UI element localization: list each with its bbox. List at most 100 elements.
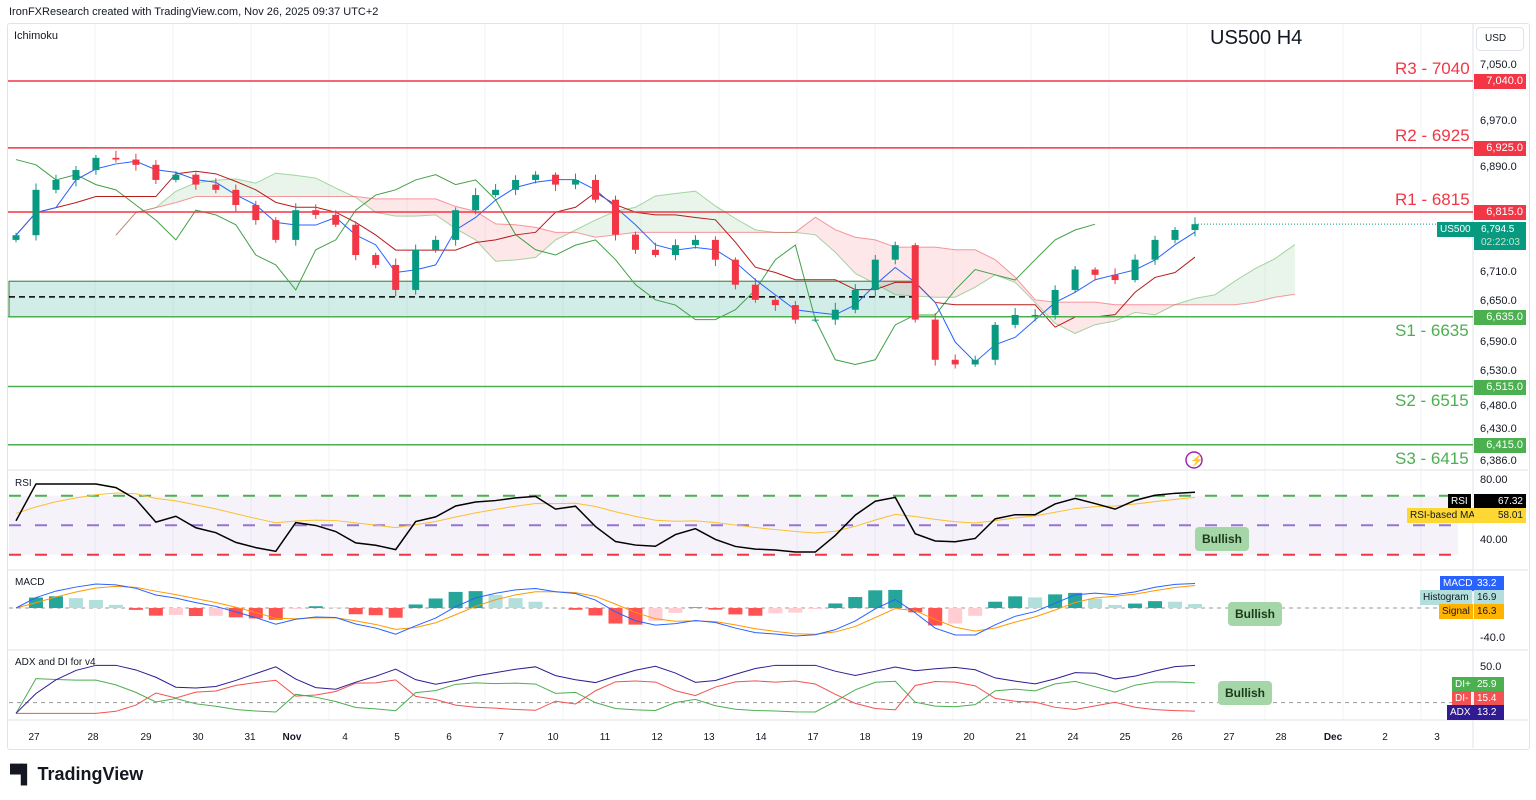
time-axis-tick: 27: [28, 732, 40, 743]
rsi-tag-value: 67.32: [1474, 494, 1526, 509]
ichimoku-cloud-segment: [915, 247, 936, 298]
ichimoku-cloud-segment: [315, 178, 336, 197]
macd-histogram-bar: [728, 608, 743, 615]
candle-body: [1051, 289, 1059, 315]
macd-histogram-bar: [1028, 597, 1043, 608]
candle-body: [891, 245, 899, 260]
candle-body: [312, 210, 320, 215]
macd-histogram-bar: [848, 597, 863, 608]
candle-body: [532, 174, 540, 180]
level-label: S1 - 6635: [1395, 320, 1469, 340]
macd-histogram-bar: [708, 608, 723, 610]
macd-histogram-bar: [1168, 601, 1183, 608]
macd-histogram-bar: [688, 607, 703, 608]
candle-body: [991, 324, 999, 360]
currency-button[interactable]: USD: [1476, 27, 1524, 51]
candle-body: [1151, 239, 1159, 260]
candle-body: [292, 210, 300, 240]
ichimoku-cloud-segment: [955, 249, 976, 298]
rsi-tag-label: RSI: [1448, 494, 1471, 509]
level-label: R3 - 7040: [1395, 59, 1470, 78]
adx-tag-value: 13.2: [1474, 705, 1504, 720]
macd-histogram-bar: [1188, 604, 1202, 608]
macd-histogram-bar: [148, 608, 163, 616]
time-axis-tick: 18: [859, 732, 871, 743]
adx-line: [15, 664, 1196, 714]
leading-span-a: [115, 172, 1296, 334]
candle-body: [552, 174, 560, 185]
di-plus-line: [15, 678, 1196, 714]
level-price-tag: 6,925.0: [1474, 140, 1526, 156]
candle-body: [492, 189, 500, 196]
ichimoku-cloud-segment: [535, 227, 556, 258]
macd-histogram-bar: [288, 608, 303, 609]
price-tick: 7,050.0: [1480, 59, 1517, 71]
ichimoku-cloud-segment: [595, 211, 616, 238]
time-axis-tick: 21: [1015, 732, 1027, 743]
macd-histogram-bar: [108, 604, 123, 608]
rsi-line: [15, 483, 1196, 553]
candle-body: [392, 264, 400, 290]
macd-histogram-bar: [1148, 601, 1163, 608]
candle-body: [771, 299, 779, 306]
candle-body: [592, 179, 600, 200]
candle-body: [711, 239, 719, 260]
ichimoku-cloud-segment: [255, 173, 276, 197]
macd-histogram-bar: [268, 608, 283, 620]
candle-body: [32, 189, 40, 236]
level-price-tag: 6,515.0: [1474, 379, 1526, 395]
level-label: R1 - 6815: [1395, 189, 1470, 209]
macd-histogram-bar: [408, 604, 423, 608]
bar-countdown: 02:22:03: [1481, 237, 1520, 249]
macd-histogram-bar: [308, 606, 323, 608]
ichimoku-cloud-segment: [435, 198, 456, 229]
candle-body: [172, 174, 180, 180]
time-axis-tick: 19: [911, 732, 923, 743]
macd-histogram-bar: [528, 601, 543, 608]
rsi-label[interactable]: RSI: [15, 478, 32, 489]
macd-label[interactable]: MACD: [15, 577, 45, 588]
adx-tick: 50.0: [1480, 661, 1502, 673]
time-axis-tick: 10: [547, 732, 559, 743]
macd-histogram-bar: [228, 608, 243, 618]
adx-bullish-callout: Bullish: [1218, 681, 1273, 705]
ichimoku-cloud-segment: [615, 207, 636, 235]
tradingview-logo[interactable]: ▀▌ TradingView: [10, 764, 143, 785]
time-axis-tick: 29: [140, 732, 152, 743]
macd-histogram-bar: [588, 608, 603, 616]
ichimoku-cloud-segment: [475, 211, 496, 262]
time-axis-tick: 4: [342, 732, 348, 743]
macd-histogram-bar: [948, 608, 963, 624]
macd-tag-value: 33.2: [1474, 576, 1504, 591]
tradingview-logo-icon: ▀▌: [10, 764, 33, 784]
candle-body: [112, 157, 120, 160]
level-label: S3 - 6415: [1395, 448, 1469, 468]
ichimoku-cloud-segment: [395, 198, 416, 217]
candle-body: [452, 210, 460, 240]
price-tick: 6,650.0: [1480, 294, 1517, 307]
ichimoku-cloud-segment: [635, 195, 656, 233]
candle-body: [651, 249, 659, 256]
ichimoku-label[interactable]: Ichimoku: [14, 30, 59, 42]
ichimoku-cloud-segment: [855, 237, 876, 284]
adx-label[interactable]: ADX and DI for v4: [15, 657, 96, 668]
time-axis-tick: 12: [651, 732, 663, 743]
macd-histogram-bar: [388, 608, 403, 618]
time-axis-tick: 13: [703, 732, 715, 743]
macd-histogram-bar: [88, 599, 103, 608]
macd-histogram-bar: [1088, 598, 1103, 608]
time-axis-tick: Dec: [1323, 732, 1343, 743]
ichimoku-cloud-segment: [1115, 304, 1136, 322]
candle-body: [1031, 314, 1039, 316]
ichimoku-cloud-segment: [935, 247, 956, 298]
candle-body: [951, 359, 959, 365]
time-axis-tick: 27: [1223, 732, 1235, 743]
candle-body: [631, 234, 639, 250]
rsi-ma-line: [15, 492, 1196, 534]
macd-histogram-bar: [1128, 603, 1143, 608]
time-axis-tick: 17: [807, 732, 819, 743]
diplus-tag-label: DI+: [1452, 677, 1474, 692]
candle-body: [232, 189, 240, 205]
macd-histogram-bar: [1108, 604, 1123, 608]
